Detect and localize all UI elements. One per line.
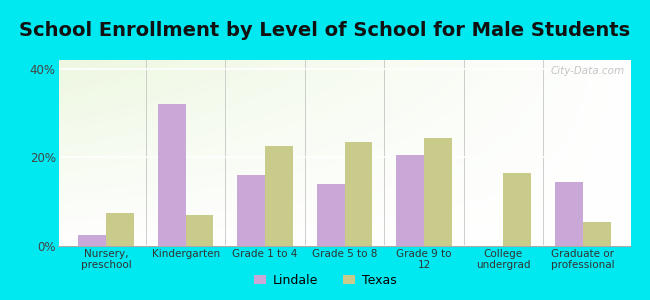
Text: City-Data.com: City-Data.com	[551, 66, 625, 76]
Bar	[344, 142, 372, 246]
Legend: Lindale, Texas: Lindale, Texas	[250, 270, 400, 291]
Bar	[555, 182, 583, 246]
Bar	[265, 146, 293, 246]
Bar	[106, 213, 134, 246]
Bar	[503, 173, 531, 246]
Bar	[237, 175, 265, 246]
Bar	[79, 235, 106, 246]
Text: School Enrollment by Level of School for Male Students: School Enrollment by Level of School for…	[20, 21, 630, 40]
Bar	[186, 215, 213, 246]
Bar	[317, 184, 345, 246]
Bar	[424, 137, 452, 246]
Bar	[583, 222, 610, 246]
Bar	[396, 155, 424, 246]
Bar	[158, 104, 186, 246]
